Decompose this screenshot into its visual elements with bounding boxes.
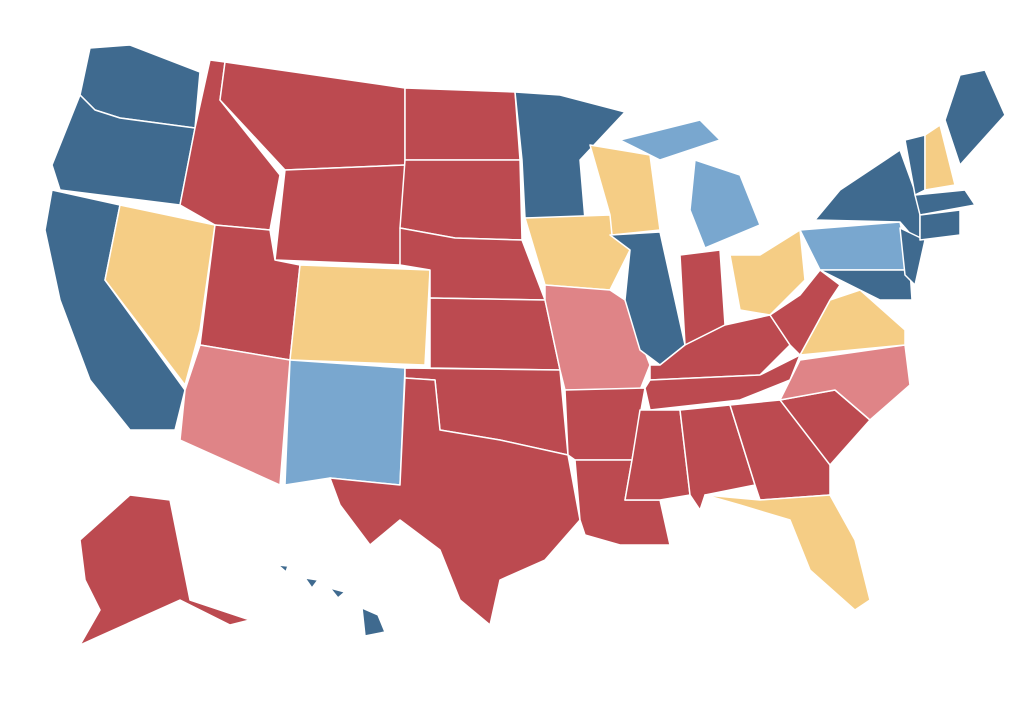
state (769, 269, 841, 356)
state (729, 229, 806, 316)
state (704, 494, 871, 611)
state (329, 377, 581, 626)
state (514, 91, 626, 221)
state (429, 297, 561, 371)
state (284, 359, 406, 486)
state (399, 159, 523, 241)
state (919, 209, 961, 241)
state (274, 164, 406, 266)
state (524, 214, 631, 291)
state (619, 119, 721, 161)
state (799, 221, 911, 271)
state (179, 344, 291, 486)
state (304, 577, 319, 589)
state (104, 204, 216, 386)
state (779, 344, 911, 421)
state (924, 124, 956, 191)
state (589, 144, 661, 236)
state (689, 159, 761, 249)
state (329, 587, 346, 599)
state (361, 607, 386, 637)
state (277, 564, 289, 573)
state (404, 87, 521, 161)
state (944, 69, 1006, 166)
state (819, 269, 913, 301)
state (899, 227, 926, 286)
state (914, 189, 976, 216)
state (644, 354, 801, 411)
state (79, 494, 251, 646)
states (44, 44, 1006, 646)
state (289, 264, 431, 366)
state (609, 231, 686, 366)
